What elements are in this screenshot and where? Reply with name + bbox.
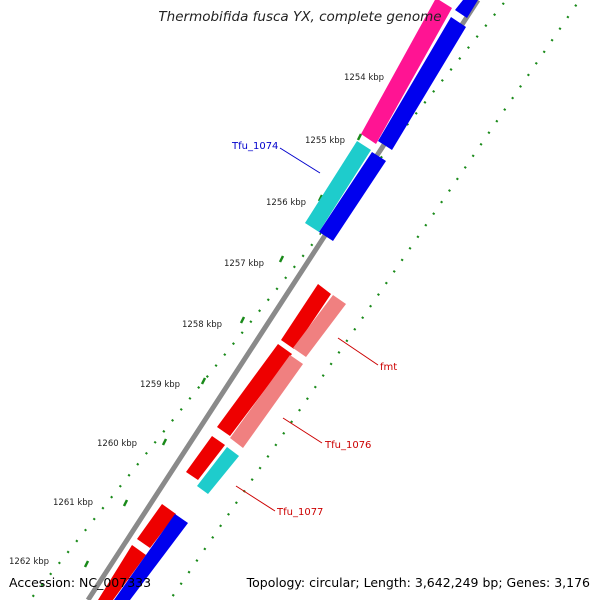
genome-summary-text: Topology: circular; Length: 3,642,249 bp… <box>246 575 590 590</box>
kbp-tick-labels: 1254 kbp 1255 kbp 1256 kbp 1257 kbp 1258… <box>9 73 384 567</box>
inner-gene-track <box>114 0 478 600</box>
gene-blue-1 <box>378 17 466 150</box>
pink-gene-track <box>230 295 346 448</box>
gene-red-fmt-region <box>217 344 292 436</box>
gene-red-top <box>281 284 331 349</box>
gene-blue-2 <box>319 152 386 241</box>
tick-label: 1257 kbp <box>224 259 264 269</box>
gene-pink-fmt <box>293 295 346 357</box>
gene-blue-top <box>455 0 478 18</box>
accession-text: Accession: NC_007333 <box>9 575 152 590</box>
gene-red-bottom <box>98 545 146 600</box>
tick-label: 1255 kbp <box>305 136 345 146</box>
tick-label: 1259 kbp <box>140 380 180 390</box>
tick-label: 1260 kbp <box>97 439 137 449</box>
map-title: Thermobifida fusca YX, complete genome <box>158 9 442 25</box>
gene-leader-lines <box>235 147 379 512</box>
tick-label: 1258 kbp <box>182 320 222 330</box>
gene-pink-tfu1076 <box>230 355 303 448</box>
tick-label: 1256 kbp <box>266 198 306 208</box>
gene-red-lower <box>137 504 176 548</box>
guide-lines <box>29 0 581 600</box>
gene-label-tfu1074: Tfu_1074 <box>231 141 278 152</box>
gene-magenta <box>361 0 452 144</box>
gene-labels: Tfu_1074 fmt Tfu_1076 Tfu_1077 <box>231 141 397 518</box>
gene-label-tfu1077: Tfu_1077 <box>276 507 323 518</box>
gene-red-small <box>186 436 225 480</box>
gene-cyan-tfu1074 <box>305 141 371 232</box>
gene-cyan-tfu1077 <box>197 447 239 494</box>
tick-label: 1261 kbp <box>53 498 93 508</box>
tick-label: 1262 kbp <box>9 557 49 567</box>
tick-label: 1254 kbp <box>344 73 384 83</box>
gene-label-tfu1076: Tfu_1076 <box>324 440 371 451</box>
gene-blue-lower <box>114 514 188 600</box>
outer-gene-track <box>98 0 452 600</box>
gene-label-fmt: fmt <box>380 362 397 373</box>
